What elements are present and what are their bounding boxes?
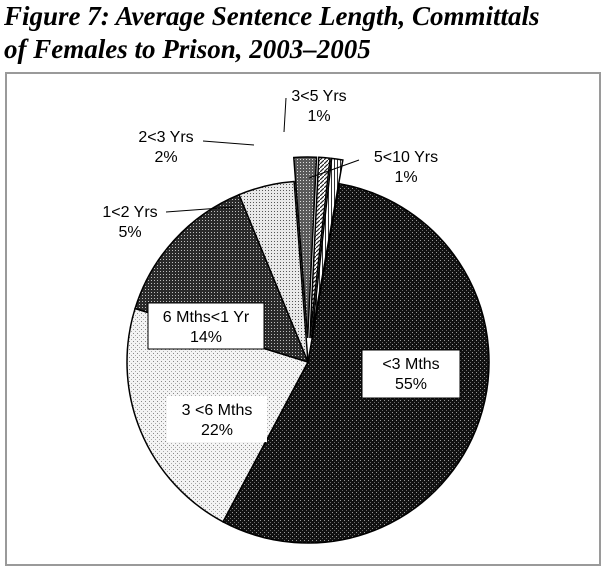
slice-category-label: 1<2 Yrs [102, 204, 157, 221]
label-box-3-6-mths [167, 396, 267, 442]
figure-title-line-2: of Females to Prison, 2003–2005 [4, 34, 371, 64]
leader-line-2-3-yrs [202, 140, 255, 146]
slice-category-label: 2<3 Yrs [138, 129, 193, 146]
figure-title-line-1: Figure 7: Average Sentence Length, Commi… [4, 1, 540, 31]
slice-value-label: 1% [394, 169, 417, 186]
pie-slice-2-3-yrs [292, 156, 318, 339]
slice-value-label: 2% [154, 149, 177, 166]
slice-category-label: 5<10 Yrs [374, 149, 438, 166]
pie-slice-5-10-yrs [310, 157, 344, 339]
pie-slice-3-5-yrs [309, 156, 331, 339]
slice-value-label: 1% [307, 108, 330, 125]
slice-value-label: 55% [395, 376, 427, 393]
slice-value-label: 22% [201, 422, 233, 439]
slice-value-label: 5% [118, 224, 141, 241]
label-box-6-mths-1-yr [147, 302, 265, 350]
slice-labels: <3 Mths 55% 3 <6 Mths 22% 6 Mths<1 Yr 14% 1<2 … [102, 88, 461, 442]
pie-slice-1-2-yrs [238, 180, 309, 363]
slice-value-label: 14% [190, 329, 222, 346]
slice-category-label: 3<5 Yrs [291, 88, 346, 105]
figure-title: Figure 7: Average Sentence Length, Commi… [4, 0, 604, 66]
slice-category-label: 3 <6 Mths [182, 402, 253, 419]
label-box-3-mths [361, 349, 461, 399]
leader-line-3-5-yrs [283, 97, 287, 133]
leader-line-1-2-yrs [165, 206, 235, 213]
pie-slice-3-mths [222, 182, 490, 544]
slice-category-label: 6 Mths<1 Yr [163, 309, 250, 326]
leader-line-5-10-yrs [308, 159, 360, 179]
leader-lines [165, 97, 360, 213]
slice-category-label: <3 Mths [382, 356, 439, 373]
